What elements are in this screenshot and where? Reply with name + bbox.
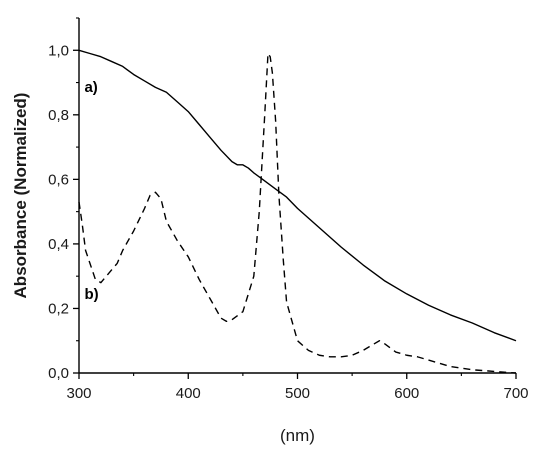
curve-label-a: a) [84,79,97,96]
x-tick-label: 300 [66,385,91,402]
y-tick-label: 1,0 [48,42,69,59]
annotation-layer: a) b) [84,79,98,303]
x-tick-label: 400 [176,385,201,402]
y-tick-label: 0,0 [48,365,69,382]
y-tick-label: 0,2 [48,300,69,317]
y-axis-title: Absorbance (Normalized) [11,93,30,299]
x-tick-label: 500 [285,385,310,402]
x-tick-label: 600 [394,385,419,402]
series-layer [78,49,517,374]
x-axis-ticks: 300 400 500 600 700 [66,373,529,402]
y-tick-label: 0,6 [48,171,69,188]
curve-label-b: b) [84,286,98,303]
plot-area: 300 400 500 600 700 0,0 0,2 0,4 0,6 0,8 1,0 a) b) [48,17,529,402]
x-axis-title: (nm) [280,426,315,445]
series-line-b [78,52,517,374]
series-line-a [78,49,517,342]
y-axis-ticks: 0,0 0,2 0,4 0,6 0,8 1,0 [48,17,79,382]
y-tick-label: 0,8 [48,107,69,124]
y-tick-label: 0,4 [48,236,69,253]
x-tick-label: 700 [503,385,528,402]
